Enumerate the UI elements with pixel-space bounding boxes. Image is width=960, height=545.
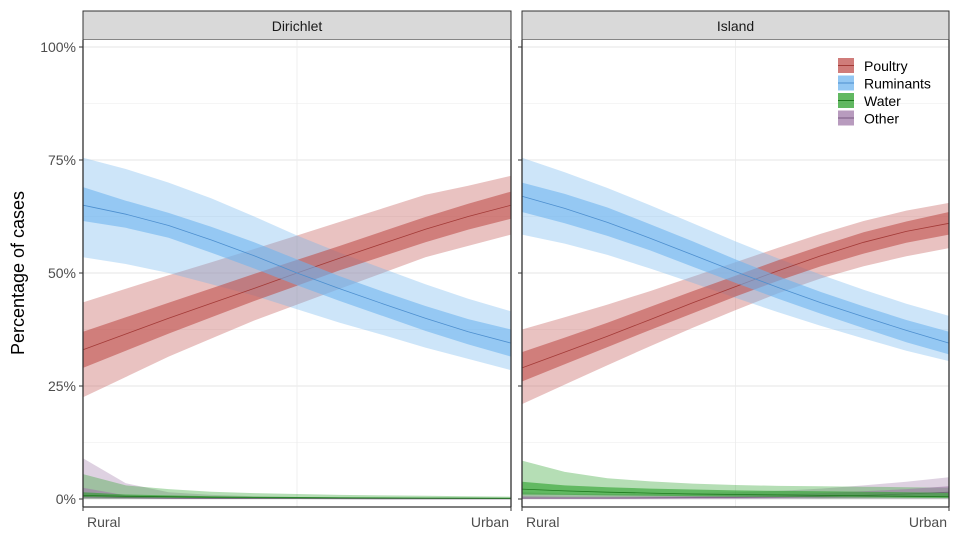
y-tick-label: 25%: [48, 378, 76, 394]
legend-label-ruminants: Ruminants: [864, 76, 931, 92]
band-inner-ruminants: [522, 182, 949, 355]
panel-strip: [82, 10, 512, 41]
panel-island: Island Rural Urban: [518, 10, 950, 530]
panel-title: Dirichlet: [272, 18, 323, 34]
band-outer-water: [83, 474, 511, 499]
y-tick-label: 0%: [56, 491, 76, 507]
panel-title: Island: [717, 18, 754, 34]
y-tick-label: 75%: [48, 152, 76, 168]
legend-item-poultry: Poultry: [838, 58, 908, 74]
x-tick-label-urban: Urban: [909, 514, 947, 530]
legend-label-other: Other: [864, 111, 899, 127]
line-ruminants: [82, 204, 512, 344]
legend-item-water: Water: [838, 93, 901, 109]
y-tick-label: 50%: [48, 265, 76, 281]
legend-label-water: Water: [864, 93, 901, 109]
legend-item-ruminants: Ruminants: [838, 75, 931, 92]
panel-dirichlet: Dirichlet 0% 25% 50% 75% 100% Rural Urban: [40, 10, 512, 530]
band-inner-ruminants: [83, 187, 511, 357]
band-inner-poultry: [522, 212, 949, 382]
x-tick-label-rural: Rural: [87, 514, 120, 530]
x-tick-label-rural: Rural: [526, 514, 559, 530]
x-tick-label-urban: Urban: [471, 514, 509, 530]
y-axis-title: Percentage of cases: [8, 191, 28, 355]
line-water: [82, 495, 512, 499]
line-ruminants: [521, 195, 950, 344]
legend-item-other: Other: [838, 110, 899, 127]
y-tick-label: 100%: [40, 39, 76, 55]
line-water: [521, 488, 950, 498]
line-poultry: [521, 222, 950, 369]
line-other: [82, 496, 511, 500]
legend-label-poultry: Poultry: [864, 58, 908, 74]
band-inner-water: [522, 481, 949, 498]
